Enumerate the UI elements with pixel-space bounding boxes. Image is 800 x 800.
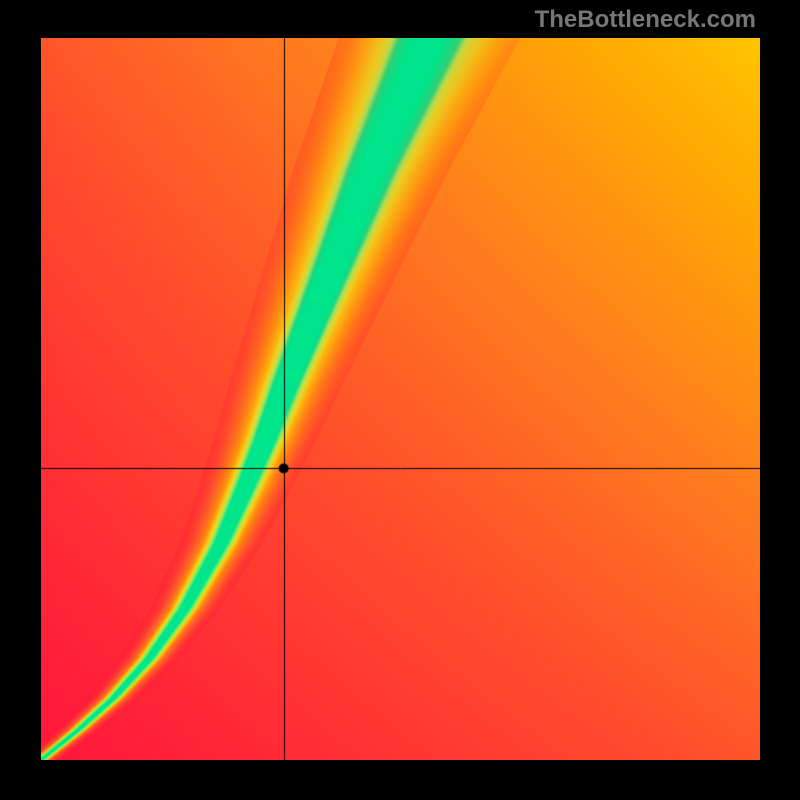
bottleneck-heatmap <box>41 38 760 760</box>
watermark-label: TheBottleneck.com <box>535 6 756 34</box>
